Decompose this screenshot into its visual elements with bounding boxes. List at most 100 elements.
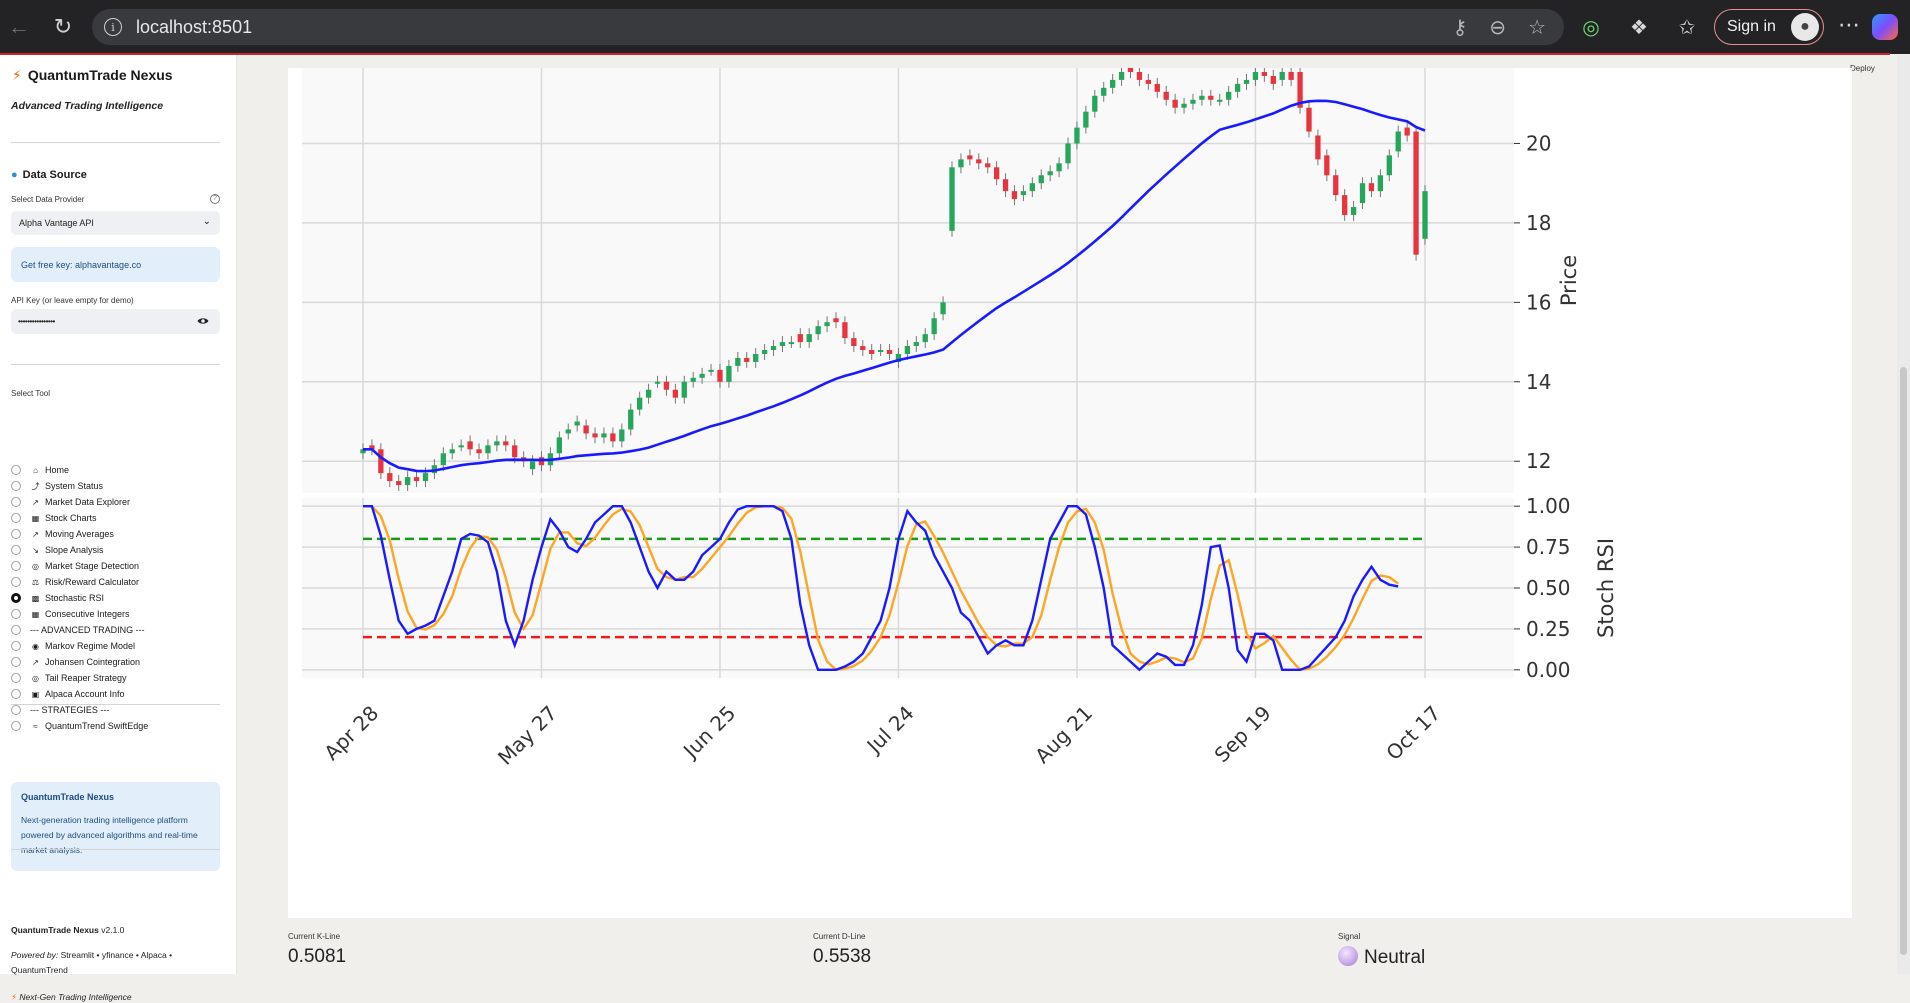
radio-button[interactable] — [11, 641, 21, 651]
tool-option[interactable]: ≈ QuantumTrend SwiftEdge — [11, 718, 148, 734]
tool-option[interactable]: ↗ Moving Averages — [11, 526, 148, 542]
page-scrollbar[interactable] — [1897, 55, 1910, 974]
provider-select[interactable]: Alpha Vantage API ⌄ — [11, 211, 220, 235]
tool-option[interactable]: ◎ Market Stage Detection — [11, 558, 148, 574]
y-tick-label: 14 — [1526, 370, 1551, 394]
candle-body — [895, 353, 902, 362]
tool-option[interactable]: ▣ Alpaca Account Info — [11, 686, 148, 702]
more-menu-icon[interactable]: ⋯ — [1838, 12, 1860, 37]
tool-option[interactable]: ▦ Consecutive Integers — [11, 606, 148, 622]
tool-option-label: --- STRATEGIES --- — [30, 705, 110, 715]
footer-version-text: v2.1.0 — [101, 925, 125, 935]
candle-body — [1074, 127, 1080, 144]
chart-svg: Apr 28 May 27 Jun 25 Jul 24 Aug 21 Sep 19 Oct … — [302, 68, 1618, 770]
reload-icon[interactable]: ↻ — [53, 14, 73, 39]
candle-body — [467, 441, 473, 450]
extension-bot-icon[interactable]: ◎ — [1582, 16, 1600, 39]
candle-body — [1181, 103, 1187, 108]
data-source-heading: ● Data Source — [11, 169, 87, 181]
radio-button[interactable] — [11, 673, 21, 683]
radio-button[interactable] — [11, 529, 21, 539]
favorites-icon[interactable]: ✩ — [1678, 16, 1696, 39]
tool-option[interactable]: ⤴ System Status — [11, 478, 148, 494]
candle-body — [1226, 91, 1232, 100]
radio-button[interactable] — [11, 497, 21, 507]
candle-body — [1065, 143, 1071, 164]
radio-button[interactable] — [11, 593, 21, 603]
signal-orb-icon — [1338, 946, 1358, 966]
k-line-metric: Current K-Line 0.5081 — [288, 932, 346, 968]
tool-option[interactable]: ◉ Markov Regime Model — [11, 638, 148, 654]
y-tick-label: 12 — [1526, 449, 1551, 473]
candle-body — [869, 350, 875, 354]
lightning-icon: ⚡ — [12, 67, 22, 83]
provider-label: Select Data Provider — [11, 195, 85, 204]
metric-label: Signal — [1338, 932, 1361, 941]
tool-option-label: Home — [45, 465, 70, 475]
tool-option[interactable]: ↗ Market Data Explorer — [11, 494, 148, 510]
star-icon[interactable]: ☆ — [1528, 16, 1546, 39]
candle-body — [637, 397, 643, 410]
tool-option[interactable]: ↘ Slope Analysis — [11, 542, 148, 558]
radio-button[interactable] — [11, 705, 21, 715]
page-load-bar — [0, 53, 1890, 55]
candle-body — [815, 326, 821, 335]
candle-body — [512, 445, 518, 458]
radio-button[interactable] — [11, 689, 21, 699]
extensions-puzzle-icon[interactable]: ❖ — [1630, 16, 1648, 39]
radio-button[interactable] — [11, 721, 21, 731]
powered-label: Powered by: — [11, 950, 59, 960]
radio-button[interactable] — [11, 561, 21, 571]
footer-slogan: ⚡ Next-Gen Trading Intelligence — [11, 992, 132, 1003]
candle-body — [1288, 71, 1294, 80]
radio-button[interactable] — [11, 513, 21, 523]
candle-body — [1145, 79, 1151, 84]
tool-option[interactable]: ▦ Stock Charts — [11, 510, 148, 526]
target-icon: ◎ — [32, 561, 39, 571]
candle-body — [842, 322, 848, 339]
radio-button[interactable] — [11, 657, 21, 667]
api-key-value: •••••••••••••••• — [18, 317, 55, 326]
copilot-icon[interactable] — [1870, 12, 1900, 42]
x-tick-label: Jun 25 — [677, 701, 740, 764]
candle-body — [967, 155, 973, 160]
zoom-out-icon[interactable]: ⊖ — [1489, 16, 1507, 39]
tool-option-label: Markov Regime Model — [45, 641, 136, 651]
tool-option[interactable]: --- ADVANCED TRADING --- — [11, 622, 148, 638]
tool-option[interactable]: ▩ Stochastic RSI — [11, 590, 148, 606]
tool-option[interactable]: ⌂ Home — [11, 462, 148, 478]
y-tick-label: 0.75 — [1526, 535, 1571, 559]
deploy-button[interactable]: Deploy — [1850, 64, 1875, 73]
show-password-icon[interactable] — [197, 315, 209, 327]
radio-button[interactable] — [11, 481, 21, 491]
candle-body — [1315, 135, 1321, 160]
x-tick-label: Apr 28 — [319, 701, 383, 765]
candle-body — [904, 346, 911, 354]
radio-button[interactable] — [11, 465, 21, 475]
radio-button[interactable] — [11, 545, 21, 555]
sign-in-button[interactable]: Sign in ● — [1714, 9, 1824, 45]
candle-body — [1083, 111, 1089, 128]
candle-body — [913, 342, 919, 347]
tool-option[interactable]: --- STRATEGIES --- — [11, 702, 148, 718]
site-info-icon[interactable]: i — [104, 18, 122, 36]
tool-option[interactable]: ⚖ Risk/Reward Calculator — [11, 574, 148, 590]
radio-button[interactable] — [11, 625, 21, 635]
candle-body — [556, 437, 562, 454]
scrollbar-thumb[interactable] — [1900, 367, 1907, 955]
candle-body — [1279, 71, 1285, 80]
address-bar[interactable]: i localhost:8501 ⚷ ⊖ ☆ — [92, 9, 1564, 45]
tool-option[interactable]: ◎ Tail Reaper Strategy — [11, 670, 148, 686]
house-icon: ⌂ — [33, 465, 38, 475]
url-text[interactable]: localhost:8501 — [136, 16, 253, 37]
api-key-input[interactable]: •••••••••••••••• — [11, 309, 220, 334]
signal-icon: ⤴ — [31, 481, 40, 491]
tool-option[interactable]: ↗ Johansen Cointegration — [11, 654, 148, 670]
help-icon[interactable]: ? — [210, 194, 220, 204]
back-arrow-icon[interactable]: ← — [8, 14, 30, 39]
radio-button[interactable] — [11, 609, 21, 619]
candle-body — [717, 369, 723, 382]
key-icon[interactable]: ⚷ — [1452, 16, 1468, 39]
radio-button[interactable] — [11, 577, 21, 587]
candle-body — [1243, 79, 1250, 84]
